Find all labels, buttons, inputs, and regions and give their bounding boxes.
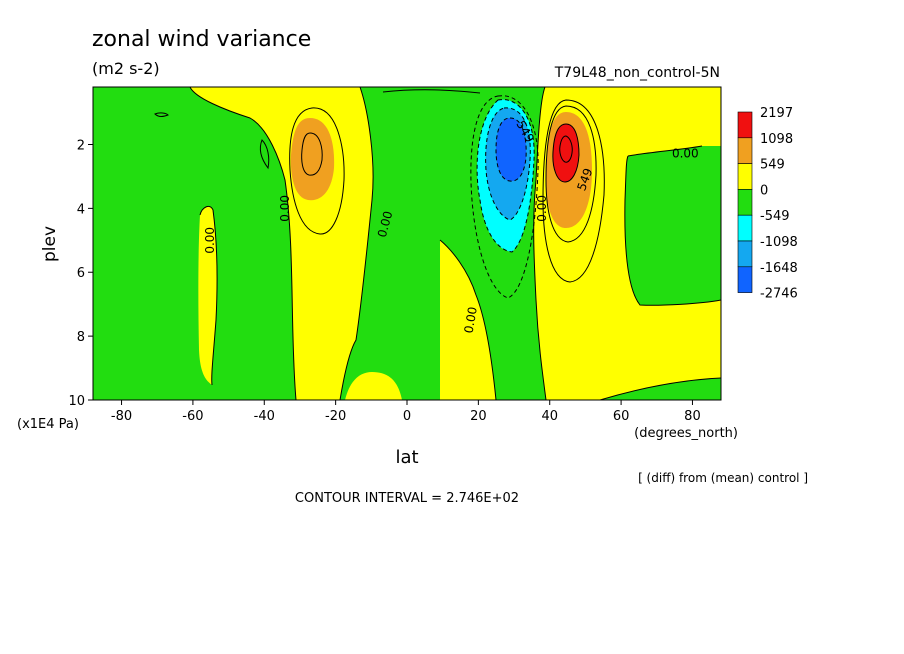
contour-line-sh-inner [301, 132, 323, 176]
contour-fill-red-nh [552, 124, 579, 182]
legend-label: -2746 [760, 287, 798, 302]
legend-label: 549 [760, 158, 785, 173]
contour-line-neg-outer [470, 95, 539, 299]
contour-fill-yellow-bottom-left [345, 372, 402, 400]
x-tick-label: -60 [182, 409, 203, 424]
legend-swatch [737, 214, 753, 242]
contour-zero-line-central-tongue [439, 239, 497, 400]
y-axis: 2 4 6 8 10 [68, 138, 93, 409]
chart-units: (m2 s-2) [92, 59, 160, 78]
contour-fill-orange-sh [290, 118, 335, 201]
contour-line-top-arc [382, 89, 481, 94]
legend-label: -1098 [760, 235, 798, 250]
contour-line-sh-outer [289, 107, 345, 235]
legend-swatch [737, 266, 753, 293]
x-tick-label: -80 [111, 409, 132, 424]
x-axis-label: lat [395, 447, 418, 468]
contour-lines-dashed [470, 95, 539, 299]
contour-zero-line-center-left [339, 87, 374, 400]
legend-swatch [737, 111, 753, 139]
contour-lines [154, 87, 721, 400]
legend-label: 1098 [760, 132, 793, 147]
y-tick-label: 10 [68, 394, 85, 409]
legend-swatch [737, 137, 753, 164]
x-axis-units: (degrees_north) [634, 426, 738, 441]
contour-zero-line-nh [624, 145, 721, 306]
contour-fill-yellow-central-tongue [440, 240, 496, 400]
contour-line-red-outline [552, 123, 580, 183]
x-tick-label: -40 [254, 409, 275, 424]
contour-line-sh-tiny [259, 139, 270, 170]
contour-line-nh-mid [545, 105, 597, 243]
legend-label: -549 [760, 209, 790, 224]
diff-note: [ (diff) from (mean) control ] [638, 471, 808, 485]
x-tick-label: 60 [613, 409, 630, 424]
contour-fill-yellow-sh-tongue [198, 206, 217, 385]
legend-label: -1648 [760, 261, 798, 276]
legend-label: 0 [760, 183, 768, 198]
y-tick-label: 8 [77, 330, 85, 345]
x-axis: -80 -60 -40 -20 0 20 40 60 80 [111, 400, 701, 424]
contour-zero-line-bottom-nh [599, 377, 721, 400]
contour-label: 0.00 [462, 306, 480, 335]
contour-fill-green-bottom-nh [600, 378, 721, 400]
contour-label: 0.00 [535, 195, 549, 222]
contour-zero-line-sh-tongue [199, 205, 218, 386]
contour-interval: CONTOUR INTERVAL = 2.746E+02 [295, 491, 519, 506]
y-tick-label: 4 [77, 202, 85, 217]
legend-swatch [737, 240, 753, 268]
legend-label: 2197 [760, 106, 793, 121]
color-legend: 2197 1098 549 0 -549 -1098 -1648 -2746 [737, 106, 798, 302]
run-label: T79L48_non_control-5N [554, 65, 720, 81]
contour-zero-line-center-right [533, 87, 547, 400]
y-axis-label: plev [40, 226, 60, 262]
x-tick-label: 0 [403, 409, 411, 424]
contour-fill-green-nh [624, 146, 721, 306]
contour-label: 0.00 [672, 147, 699, 161]
contour-fill-green-sh [93, 87, 296, 400]
contour-line-neg-core [495, 117, 527, 182]
legend-swatch [737, 189, 753, 216]
y-tick-label: 2 [77, 138, 85, 153]
contour-label: 0.00 [203, 227, 217, 254]
chart-title: zonal wind variance [92, 27, 311, 52]
x-tick-label: 80 [684, 409, 701, 424]
x-tick-label: 20 [470, 409, 487, 424]
y-tick-label: 6 [77, 266, 85, 281]
y-axis-units: (x1E4 Pa) [17, 417, 79, 432]
x-tick-label: -20 [325, 409, 346, 424]
contour-line-small-sh [154, 112, 169, 117]
contour-line-neg-mid [476, 99, 535, 253]
contour-label: 0.00 [375, 209, 395, 238]
contour-line-red-inner [559, 135, 573, 163]
plot-area [93, 87, 721, 400]
legend-swatch [737, 163, 753, 190]
contour-zero-line-sh [189, 87, 297, 400]
contour-fill-blue-nh [496, 118, 527, 182]
contour-label: 0.00 [278, 195, 292, 222]
x-tick-label: 40 [541, 409, 558, 424]
contour-line-nh-outer [542, 99, 605, 283]
